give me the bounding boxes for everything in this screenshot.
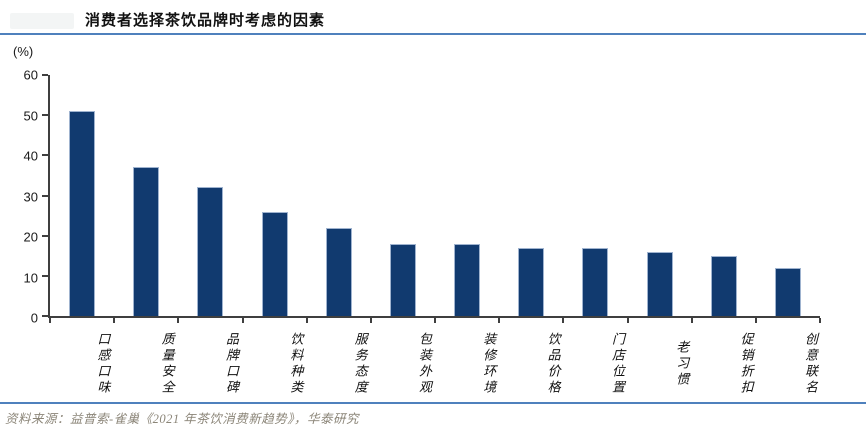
bar-slot — [114, 75, 178, 316]
chart-title: 消费者选择茶饮品牌时考虑的因素 — [85, 12, 326, 29]
x-tick-mark — [690, 318, 693, 323]
bar-门店位置 — [582, 247, 609, 316]
bar-slot — [178, 75, 242, 316]
bars-row — [50, 75, 820, 316]
y-tick-mark — [42, 315, 48, 317]
y-tick-label: 10 — [23, 270, 38, 286]
x-axis-label: 饮品价格 — [545, 332, 561, 396]
footer-divider-line — [0, 402, 866, 404]
bar-slot — [499, 75, 563, 316]
bar-slot — [628, 75, 692, 316]
x-axis-label: 质量安全 — [159, 332, 175, 396]
x-axis-label: 装修环境 — [481, 332, 497, 396]
bar-slot — [756, 75, 820, 316]
x-axis-label: 服务态度 — [352, 332, 368, 396]
faint-figure-label-remnant — [10, 13, 74, 29]
x-axis-labels: 口感口味 质量安全 品牌口碑 饮料种类 服务态度 包装外观 装修环境 饮品价格 门店位置 老习惯 促… — [48, 325, 820, 403]
x-tick-mark — [434, 318, 436, 323]
x-axis-label: 促销折扣 — [738, 332, 754, 396]
x-axis-label: 包装外观 — [416, 332, 432, 396]
bar-装修环境 — [454, 243, 481, 316]
x-axis-label: 老习惯 — [674, 340, 690, 388]
bar-饮品价格 — [518, 247, 545, 316]
y-tick-mark — [42, 194, 48, 197]
x-axis-label: 品牌口碑 — [223, 332, 239, 396]
bar-slot — [243, 75, 307, 316]
x-tick-mark — [498, 318, 501, 323]
bar-创意联名 — [774, 267, 801, 316]
bar-老习惯 — [646, 251, 673, 316]
bar-口感口味 — [69, 111, 96, 316]
bar-品牌口碑 — [197, 187, 224, 316]
x-tick-mark — [49, 318, 51, 323]
bar-slot — [50, 75, 114, 316]
bar-促销折扣 — [710, 255, 737, 316]
x-tick-mark — [305, 318, 308, 323]
y-axis-unit-label: (%) — [13, 44, 34, 59]
y-tick-mark — [42, 234, 48, 237]
x-tick-mark — [177, 318, 180, 323]
source-note: 资料来源：益普索-雀巢《2021 年茶饮消费新趋势》，华泰研究 — [5, 412, 360, 426]
bar-slot — [563, 75, 627, 316]
x-tick-mark — [626, 318, 629, 323]
bar-饮料种类 — [261, 211, 288, 316]
bar-服务态度 — [325, 227, 352, 316]
x-tick-mark — [113, 318, 116, 323]
bar-质量安全 — [133, 167, 160, 316]
bar-slot — [435, 75, 499, 316]
bar-slot — [307, 75, 371, 316]
x-tick-mark — [369, 318, 372, 323]
y-tick-label: 20 — [23, 229, 38, 245]
x-axis-label: 门店位置 — [609, 332, 625, 396]
plot-area — [42, 74, 821, 323]
bar-slot — [692, 75, 756, 316]
y-tick-mark — [42, 114, 48, 117]
bar-slot — [371, 75, 435, 316]
y-tick-mark — [42, 74, 48, 76]
y-tick-label: 40 — [23, 148, 38, 164]
y-tick-mark — [42, 274, 48, 277]
y-tick-label: 50 — [23, 108, 38, 123]
y-tick-label: 30 — [23, 189, 38, 204]
bar-包装外观 — [389, 243, 416, 316]
title-divider-line — [0, 33, 866, 35]
y-tick-label: 60 — [23, 67, 38, 83]
x-tick-mark — [562, 318, 565, 323]
y-tick-label: 0 — [30, 310, 38, 326]
x-axis-label: 创意联名 — [802, 332, 818, 396]
x-tick-mark — [754, 318, 757, 323]
x-axis-label: 口感口味 — [95, 332, 111, 396]
x-tick-mark — [241, 318, 244, 323]
y-tick-mark — [42, 154, 48, 157]
x-tick-mark — [819, 318, 821, 323]
y-axis-labels: 0 10 20 30 40 50 60 — [0, 69, 40, 325]
x-axis-label: 饮料种类 — [288, 332, 304, 396]
